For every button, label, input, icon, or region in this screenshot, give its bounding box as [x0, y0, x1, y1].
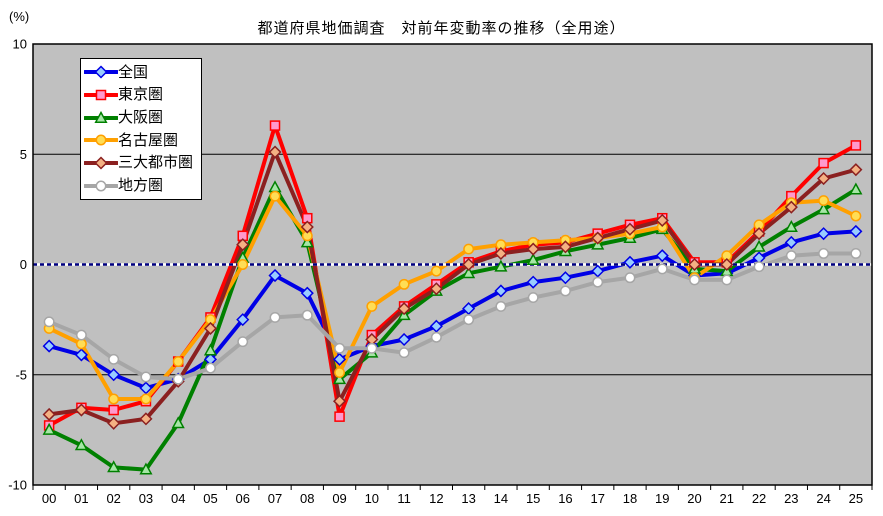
x-axis-tick-label: 18 — [623, 491, 637, 506]
x-axis-tick-label: 07 — [268, 491, 282, 506]
x-axis-tick-label: 08 — [300, 491, 314, 506]
x-axis-tick-label: 17 — [590, 491, 604, 506]
x-axis-tick-label: 19 — [655, 491, 669, 506]
x-axis-tick-label: 04 — [171, 491, 185, 506]
x-axis-tick-label: 01 — [74, 491, 88, 506]
x-axis-tick-label: 06 — [236, 491, 250, 506]
x-axis-tick-label: 09 — [332, 491, 346, 506]
x-axis-tick-label: 10 — [365, 491, 379, 506]
x-axis-tick-label: 11 — [397, 491, 411, 506]
legend-line-diamond-icon — [84, 156, 118, 170]
legend-item-osaka: 大阪圏 — [84, 107, 201, 129]
x-axis-tick-label: 05 — [203, 491, 217, 506]
legend-item-zenkoku: 全国 — [84, 61, 201, 83]
legend-line-circle-icon — [84, 180, 118, 192]
x-axis-tick-label: 12 — [429, 491, 443, 506]
chart-title: 都道府県地価調査 対前年変動率の推移（全用途） — [257, 20, 626, 37]
legend-label: 名古屋圏 — [118, 131, 179, 149]
y-axis-unit-label: (%) — [9, 9, 30, 24]
legend-item-tokyo: 東京圏 — [84, 84, 201, 106]
x-axis-tick-label: 20 — [687, 491, 701, 506]
legend-label: 東京圏 — [118, 86, 164, 104]
x-axis-tick-label: 25 — [849, 491, 863, 506]
y-axis-tick-label: -5 — [15, 367, 27, 382]
legend-line-triangle-icon — [84, 110, 118, 123]
x-axis-tick-label: 22 — [752, 491, 766, 506]
legend-label: 大阪圏 — [118, 109, 164, 127]
legend-label: 三大都市圏 — [118, 154, 194, 172]
x-axis-tick-label: 16 — [558, 491, 572, 506]
x-axis-tick-label: 03 — [139, 491, 153, 506]
x-axis-tick-label: 02 — [106, 491, 120, 506]
legend-line-square-icon — [84, 89, 118, 101]
legend-item-chihoken: 地方圏 — [84, 175, 201, 197]
legend-item-nagoya: 名古屋圏 — [84, 129, 201, 151]
x-axis-tick-label: 21 — [720, 491, 734, 506]
y-axis-tick-label: 0 — [20, 257, 27, 272]
y-axis-tick-label: 5 — [20, 147, 27, 162]
legend: 全国 東京圏 大阪圏 名古屋圏 三大都市圏 地方圏 — [80, 58, 202, 200]
x-axis-tick-label: 13 — [461, 491, 475, 506]
x-axis-tick-label: 14 — [494, 491, 508, 506]
x-axis-tick-label: 00 — [42, 491, 56, 506]
legend-label: 全国 — [118, 63, 149, 81]
legend-line-circle-icon — [84, 134, 118, 146]
y-axis-tick-label: -10 — [8, 478, 27, 493]
x-axis-tick-label: 24 — [816, 491, 830, 506]
legend-item-sandaitoshiken: 三大都市圏 — [84, 152, 201, 174]
x-axis-tick-label: 23 — [784, 491, 798, 506]
legend-label: 地方圏 — [118, 177, 164, 195]
y-axis-tick-label: 10 — [13, 37, 27, 52]
x-axis-tick-label: 15 — [526, 491, 540, 506]
legend-line-diamond-icon — [84, 65, 118, 79]
